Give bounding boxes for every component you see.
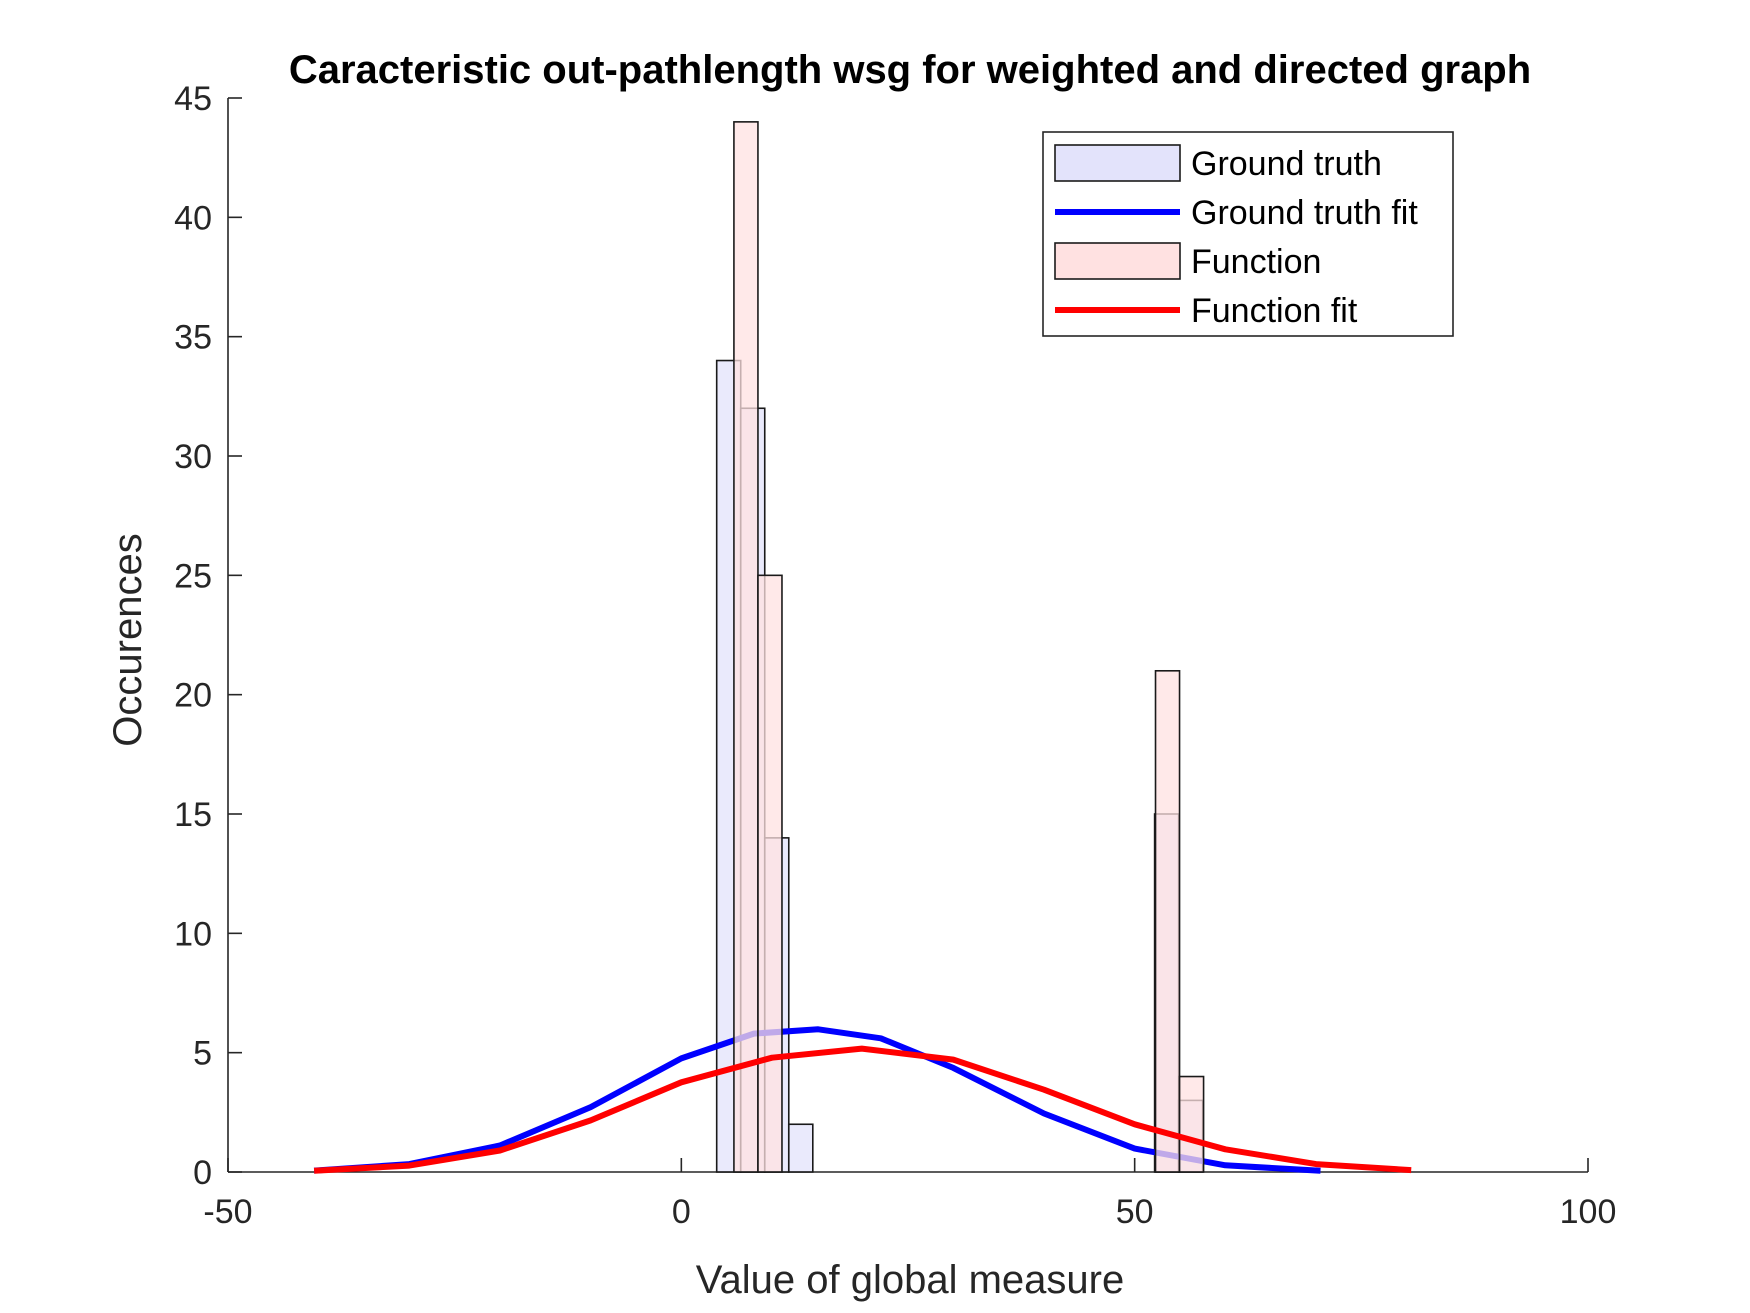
x-tick-label: -50 — [203, 1193, 252, 1231]
legend-label-3: Function fit — [1191, 292, 1358, 330]
y-tick-label: 35 — [174, 319, 212, 357]
histogram-bar-function — [733, 121, 759, 1173]
y-tick-label: 0 — [193, 1154, 212, 1192]
legend-label-0: Ground truth — [1191, 145, 1382, 183]
legend: Ground truth Ground truth fit Function Func… — [1042, 131, 1454, 337]
y-tick-label: 30 — [174, 438, 212, 476]
fit-line-function — [313, 1045, 1412, 1174]
chart-title: Caracteristic out-pathlength wsg for wei… — [289, 48, 1531, 92]
y-tick-label: 10 — [174, 915, 212, 953]
y-tick-label: 40 — [174, 199, 212, 237]
y-tick-label: 25 — [174, 557, 212, 595]
legend-swatch-0 — [1054, 144, 1181, 182]
fit-line-ground-truth — [313, 1026, 1321, 1174]
histogram-bar-function — [1154, 669, 1181, 1173]
y-tick-label: 20 — [174, 677, 212, 715]
histogram-bar-ground-truth — [787, 1123, 814, 1173]
legend-swatch-2 — [1054, 242, 1181, 280]
histogram-bar-function — [1178, 1075, 1205, 1173]
x-tick-label: 0 — [672, 1193, 691, 1231]
y-tick-label: 5 — [193, 1035, 212, 1073]
y-tick-label: 15 — [174, 796, 212, 834]
x-tick-label: 100 — [1560, 1193, 1617, 1231]
legend-label-1: Ground truth fit — [1191, 194, 1418, 232]
histogram-bar-function — [757, 574, 783, 1173]
x-axis-label: Value of global measure — [696, 1258, 1124, 1302]
y-tick-label: 45 — [174, 80, 212, 118]
legend-label-2: Function — [1191, 243, 1321, 281]
x-tick-label: 50 — [1116, 1193, 1154, 1231]
y-axis-label: Occurences — [106, 533, 150, 746]
